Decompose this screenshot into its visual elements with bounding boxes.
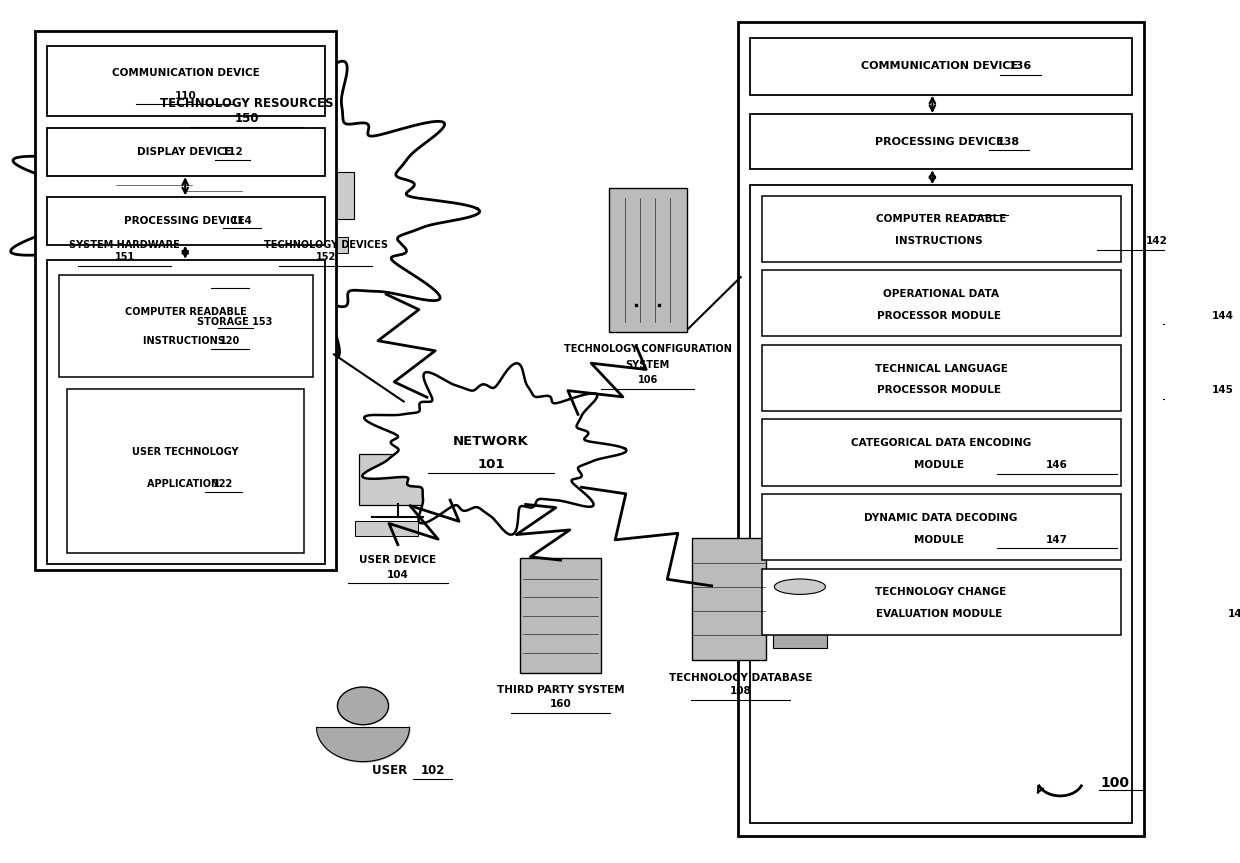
Text: 102: 102: [420, 764, 445, 777]
FancyBboxPatch shape: [609, 188, 687, 331]
Text: 151: 151: [114, 253, 135, 262]
Text: TECHNOLOGY DATABASE: TECHNOLOGY DATABASE: [668, 672, 812, 683]
FancyBboxPatch shape: [115, 169, 192, 248]
FancyBboxPatch shape: [47, 260, 325, 564]
Text: SYSTEM HARDWARE: SYSTEM HARDWARE: [69, 240, 180, 249]
Text: 138: 138: [997, 136, 1021, 147]
FancyBboxPatch shape: [692, 538, 766, 659]
FancyBboxPatch shape: [290, 236, 347, 253]
FancyBboxPatch shape: [761, 419, 1121, 486]
Text: PROCESSOR MODULE: PROCESSOR MODULE: [877, 386, 1004, 395]
Text: 112: 112: [222, 147, 243, 157]
Ellipse shape: [262, 268, 294, 312]
Text: INSTRUCTIONS: INSTRUCTIONS: [895, 236, 987, 246]
Text: 100: 100: [1101, 776, 1130, 790]
FancyBboxPatch shape: [750, 38, 1132, 95]
Text: CATEGORICAL DATA ENCODING: CATEGORICAL DATA ENCODING: [851, 438, 1032, 448]
Text: COMMUNICATION DEVICE: COMMUNICATION DEVICE: [861, 61, 1022, 72]
Text: 146: 146: [1047, 460, 1068, 470]
Text: APPLICATION: APPLICATION: [148, 479, 223, 488]
Text: TECHNICAL LANGUAGE: TECHNICAL LANGUAGE: [874, 363, 1008, 374]
Text: 144: 144: [1211, 311, 1234, 321]
Text: 106: 106: [637, 375, 657, 385]
Text: OPERATIONAL DATA: OPERATIONAL DATA: [883, 289, 999, 299]
Text: 114: 114: [231, 216, 253, 225]
FancyBboxPatch shape: [521, 558, 600, 673]
Text: MEMORY DEVICE: MEMORY DEVICE: [135, 275, 237, 286]
FancyBboxPatch shape: [774, 586, 827, 647]
Text: MODULE: MODULE: [914, 460, 968, 470]
FancyBboxPatch shape: [738, 22, 1143, 836]
Text: 150: 150: [234, 112, 259, 125]
Polygon shape: [362, 363, 626, 535]
FancyBboxPatch shape: [761, 345, 1121, 411]
FancyBboxPatch shape: [284, 172, 355, 218]
Text: EVALUATION MODULE: EVALUATION MODULE: [877, 609, 1006, 620]
Circle shape: [337, 687, 388, 725]
Text: COMPUTER READABLE: COMPUTER READABLE: [875, 214, 1007, 224]
Text: USER: USER: [372, 764, 412, 777]
Text: COMPUTER READABLE: COMPUTER READABLE: [125, 306, 247, 317]
Text: DISPLAY DEVICE: DISPLAY DEVICE: [136, 147, 234, 157]
Text: 122: 122: [213, 479, 233, 488]
Polygon shape: [11, 47, 480, 369]
Text: PROCESSING DEVICE: PROCESSING DEVICE: [124, 216, 248, 225]
FancyBboxPatch shape: [750, 186, 1132, 823]
Text: 152: 152: [316, 253, 336, 262]
Text: 104: 104: [387, 570, 409, 580]
Text: PROCESSING DEVICE: PROCESSING DEVICE: [874, 136, 1007, 147]
Text: 136: 136: [1008, 61, 1032, 72]
FancyBboxPatch shape: [47, 197, 325, 244]
Text: 120: 120: [219, 337, 241, 346]
Text: STORAGE 153: STORAGE 153: [197, 317, 273, 327]
Text: MEMORY DEVICE: MEMORY DEVICE: [887, 201, 994, 211]
Text: 101: 101: [477, 457, 505, 470]
FancyBboxPatch shape: [761, 494, 1121, 560]
Text: 140: 140: [976, 201, 999, 211]
Text: INSTRUCTIONS: INSTRUCTIONS: [143, 337, 228, 346]
Text: COMMUNICATION DEVICE: COMMUNICATION DEVICE: [112, 68, 259, 78]
Ellipse shape: [774, 579, 826, 595]
FancyBboxPatch shape: [47, 128, 325, 176]
FancyBboxPatch shape: [185, 173, 243, 243]
Text: 110: 110: [175, 91, 197, 100]
Text: TECHNOLOGY DEVICES: TECHNOLOGY DEVICES: [264, 240, 388, 249]
FancyBboxPatch shape: [761, 569, 1121, 634]
Text: TECHNOLOGY RESOURCES: TECHNOLOGY RESOURCES: [160, 98, 334, 110]
Text: TECHNOLOGY CHANGE: TECHNOLOGY CHANGE: [875, 588, 1007, 597]
FancyBboxPatch shape: [35, 31, 336, 570]
Text: 147: 147: [1047, 534, 1068, 545]
Text: 108: 108: [730, 686, 751, 696]
Text: NETWORK: NETWORK: [453, 435, 528, 448]
FancyBboxPatch shape: [761, 196, 1121, 261]
FancyBboxPatch shape: [358, 454, 436, 505]
Text: PROCESSOR MODULE: PROCESSOR MODULE: [877, 311, 1004, 321]
FancyBboxPatch shape: [750, 114, 1132, 169]
Text: 148: 148: [1228, 609, 1240, 620]
FancyBboxPatch shape: [761, 270, 1121, 337]
FancyBboxPatch shape: [58, 275, 312, 377]
FancyBboxPatch shape: [67, 388, 304, 553]
Text: SYSTEM: SYSTEM: [625, 360, 670, 369]
Text: 116: 116: [219, 275, 241, 286]
Text: 145: 145: [1211, 386, 1234, 395]
Text: MODULE: MODULE: [914, 534, 968, 545]
Text: USER DEVICE: USER DEVICE: [360, 555, 436, 565]
Text: 160: 160: [549, 699, 572, 709]
Text: TECHNOLOGY CONFIGURATION: TECHNOLOGY CONFIGURATION: [564, 344, 732, 354]
FancyBboxPatch shape: [212, 261, 258, 320]
Text: THIRD PARTY SYSTEM: THIRD PARTY SYSTEM: [497, 685, 625, 696]
Text: USER TECHNOLOGY: USER TECHNOLOGY: [131, 446, 238, 457]
Text: 142: 142: [1146, 236, 1167, 246]
Text: DYNAMIC DATA DECODING: DYNAMIC DATA DECODING: [864, 513, 1018, 523]
FancyBboxPatch shape: [355, 520, 418, 536]
FancyBboxPatch shape: [47, 46, 325, 116]
